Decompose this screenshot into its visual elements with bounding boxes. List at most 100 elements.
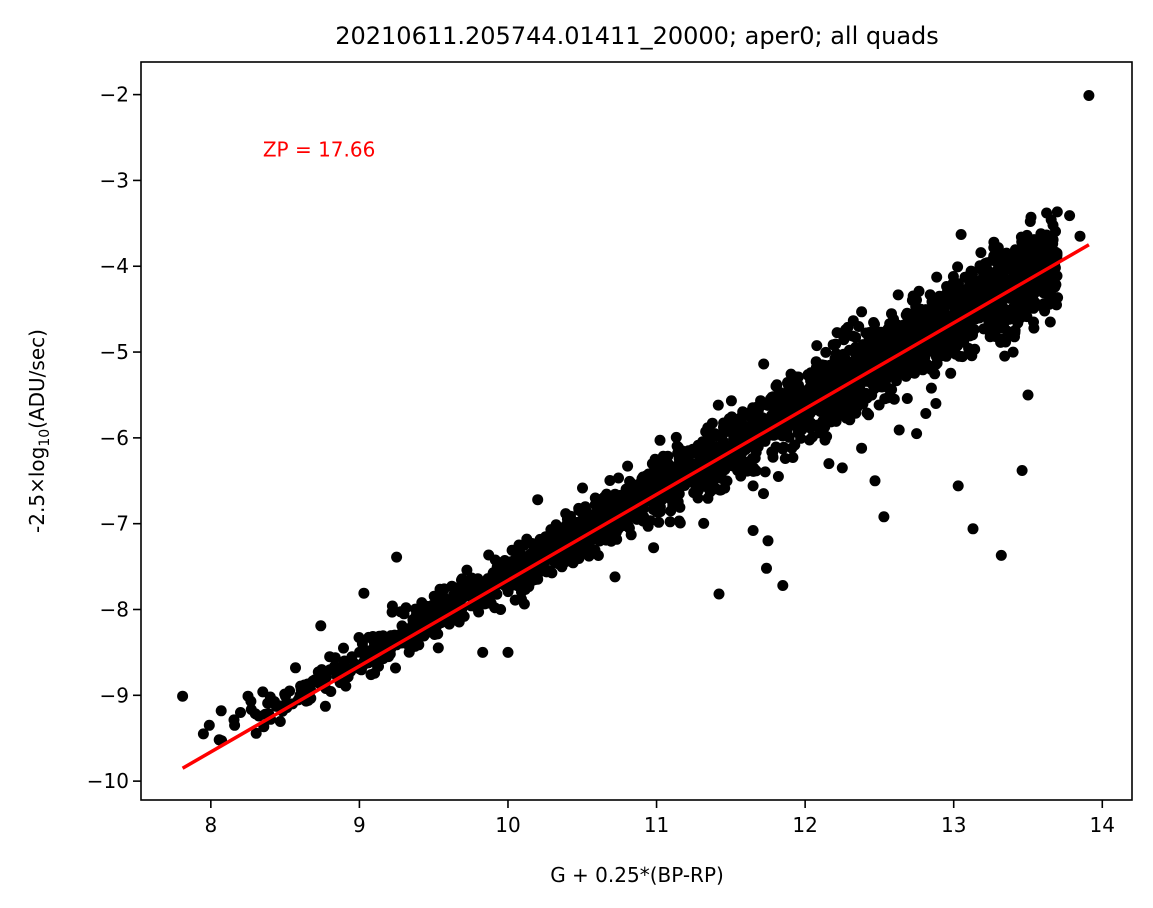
scatter-point <box>837 409 849 421</box>
scatter-point <box>902 312 914 324</box>
scatter-point <box>643 478 655 490</box>
scatter-point <box>457 585 469 597</box>
scatter-point <box>781 425 793 437</box>
scatter-point <box>995 549 1007 561</box>
scatter-point <box>662 458 674 470</box>
y-axis-label-suffix: (ADU/sec) <box>25 329 49 429</box>
scatter-point <box>315 620 327 632</box>
scatter-point <box>930 335 942 347</box>
scatter-point <box>514 550 526 562</box>
scatter-point <box>245 695 257 707</box>
scatter-point <box>577 482 588 494</box>
scatter-point <box>869 475 881 487</box>
scatter-point <box>975 247 987 259</box>
scatter-point <box>298 679 310 691</box>
scatter-point <box>863 409 875 421</box>
scatter-point <box>811 340 823 352</box>
scatter-point <box>1034 277 1046 289</box>
scatter-point <box>931 271 943 283</box>
scatter-point <box>1028 295 1040 307</box>
scatter-point <box>826 409 838 421</box>
scatter-point <box>856 442 868 454</box>
scatter-point <box>331 662 343 674</box>
scatter-point <box>804 434 815 446</box>
scatter-point <box>995 333 1007 345</box>
scatter-point <box>758 358 770 370</box>
scatter-point <box>177 690 189 702</box>
scatter-point <box>920 408 932 419</box>
scatter-point <box>319 700 331 712</box>
scatter-point <box>759 466 771 478</box>
scatter-point <box>274 716 286 727</box>
scatter-point <box>901 393 913 404</box>
scatter-point <box>610 501 622 513</box>
scatter-point <box>785 368 797 380</box>
scatter-point <box>1051 206 1063 218</box>
scatter-point <box>1043 280 1055 292</box>
scatter-point <box>642 520 654 532</box>
scatter-point <box>820 346 832 358</box>
scatter-point <box>870 342 882 354</box>
scatter-point <box>767 399 779 411</box>
scatter-point <box>955 229 967 240</box>
scatter-point <box>487 568 499 579</box>
scatter-point <box>925 382 937 394</box>
scatter-point <box>1074 230 1086 242</box>
scatter-point <box>921 358 933 370</box>
scatter-point <box>836 462 848 474</box>
scatter-point <box>324 651 336 663</box>
scatter-point <box>860 327 872 339</box>
scatter-point <box>993 320 1005 332</box>
scatter-point <box>844 393 856 405</box>
scatter-point <box>911 328 922 340</box>
x-axis: 8 9 10 11 12 13 14 <box>204 800 1115 837</box>
scatter-point <box>365 669 377 681</box>
scatter-point <box>721 426 733 437</box>
scatter-point <box>604 475 616 486</box>
scatter-point <box>967 523 979 535</box>
y-tick-label: −2 <box>100 83 129 107</box>
scatter-point <box>398 624 410 635</box>
scatter-point <box>695 445 707 457</box>
x-tick-label: 12 <box>792 813 817 837</box>
y-tick-label: −10 <box>87 769 129 793</box>
y-tick-label: −7 <box>100 512 129 536</box>
scatter-point <box>440 593 452 605</box>
scatter-point <box>797 396 809 408</box>
scatter-point <box>758 488 769 500</box>
scatter-point <box>589 499 601 511</box>
scatter-point <box>745 411 756 423</box>
scatter-point <box>1035 228 1047 240</box>
scatter-point <box>489 554 501 566</box>
scatter-point <box>407 614 419 626</box>
scatter-point <box>229 719 241 731</box>
scatter-point <box>541 566 552 578</box>
fit-line-layer <box>181 243 1090 770</box>
scatter-point <box>376 638 388 650</box>
scatter-point <box>772 471 784 482</box>
scatter-point <box>725 395 737 407</box>
scatter-point <box>1047 234 1059 246</box>
scatter-point <box>1043 290 1055 302</box>
y-tick-label: −5 <box>100 340 129 364</box>
scatter-point <box>992 242 1004 254</box>
scatter-point <box>532 573 544 585</box>
scatter-point <box>703 428 715 440</box>
scatter-point <box>779 453 791 464</box>
scatter-point <box>946 331 958 343</box>
scatter-point <box>911 428 923 440</box>
scatter-point <box>965 346 977 358</box>
scatter-point <box>634 510 646 522</box>
scatter-point <box>778 441 790 453</box>
scatter-point <box>673 515 685 527</box>
scatter-point <box>607 522 618 534</box>
scatter-point <box>1022 389 1034 401</box>
scatter-point <box>913 285 925 297</box>
scatter-point <box>596 528 608 540</box>
scatter-point <box>592 550 604 561</box>
zp-annotation: ZP = 17.66 <box>263 137 376 161</box>
y-tick-label: −3 <box>100 168 129 192</box>
scatter-point <box>309 674 321 686</box>
scatter-point <box>1017 238 1029 250</box>
scatter-point <box>477 646 489 658</box>
